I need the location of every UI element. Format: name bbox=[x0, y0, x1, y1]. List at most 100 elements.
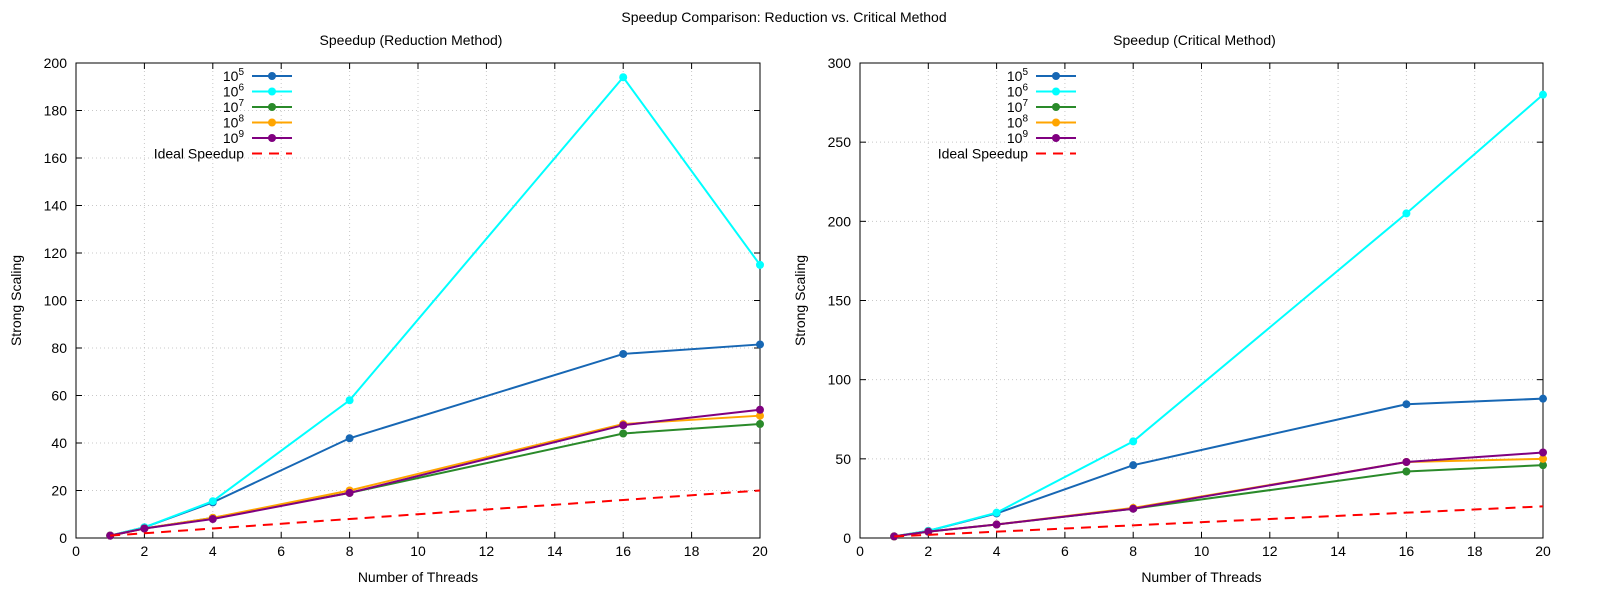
x-tick-label: 4 bbox=[209, 543, 217, 559]
data-point bbox=[1129, 504, 1138, 513]
chart-title: Speedup (Critical Method) bbox=[1113, 32, 1276, 48]
series-10-5 bbox=[890, 394, 1547, 541]
legend-swatch-marker bbox=[268, 118, 276, 127]
y-axis-label: Strong Scaling bbox=[792, 255, 808, 346]
data-point bbox=[924, 527, 933, 536]
y-tick-label: 120 bbox=[44, 245, 68, 261]
x-axis-label: Number of Threads bbox=[1141, 569, 1261, 585]
y-tick-label: 60 bbox=[51, 388, 67, 404]
data-point bbox=[345, 488, 354, 497]
x-tick-label: 18 bbox=[1467, 543, 1483, 559]
legend-swatch-marker bbox=[1052, 87, 1060, 96]
data-point bbox=[1129, 437, 1138, 446]
y-tick-label: 100 bbox=[828, 372, 852, 388]
data-point bbox=[140, 524, 149, 533]
y-tick-label: 0 bbox=[59, 530, 67, 546]
series-10-7 bbox=[890, 461, 1547, 541]
x-tick-label: 8 bbox=[346, 543, 354, 559]
x-tick-label: 16 bbox=[615, 543, 631, 559]
y-tick-label: 250 bbox=[828, 134, 852, 150]
data-point bbox=[756, 420, 764, 428]
y-tick-label: 200 bbox=[44, 55, 68, 71]
x-tick-label: 14 bbox=[1330, 543, 1346, 559]
x-tick-label: 4 bbox=[993, 543, 1001, 559]
legend-label: 107 bbox=[223, 98, 245, 115]
figure-suptitle: Speedup Comparison: Reduction vs. Critic… bbox=[621, 9, 946, 25]
legend-swatch-marker bbox=[1052, 103, 1060, 111]
y-tick-label: 140 bbox=[44, 198, 68, 214]
x-axis-label: Number of Threads bbox=[358, 569, 478, 585]
legend-swatch-marker bbox=[268, 103, 276, 111]
x-tick-label: 20 bbox=[752, 543, 768, 559]
series-line bbox=[894, 505, 1544, 538]
plot-frame bbox=[75, 62, 761, 539]
legend-label: 106 bbox=[223, 83, 245, 100]
legend-label: 105 bbox=[1007, 67, 1029, 84]
legend-swatch-marker bbox=[268, 134, 276, 142]
x-tick-label: 20 bbox=[1535, 543, 1551, 559]
series-line bbox=[109, 408, 761, 537]
x-tick-label: 2 bbox=[141, 543, 149, 559]
data-point bbox=[756, 405, 764, 414]
legend-label: 108 bbox=[223, 114, 245, 131]
y-tick-label: 180 bbox=[44, 103, 68, 119]
data-point bbox=[1539, 394, 1547, 403]
data-point bbox=[208, 497, 217, 506]
y-axis-label: Strong Scaling bbox=[8, 255, 24, 346]
data-point bbox=[1402, 458, 1411, 466]
series-line bbox=[109, 343, 761, 537]
x-tick-label: 14 bbox=[547, 543, 563, 559]
series-10-9 bbox=[106, 405, 764, 540]
data-point bbox=[619, 349, 628, 358]
data-point bbox=[756, 411, 764, 420]
x-tick-label: 0 bbox=[856, 543, 864, 559]
series-ideal-speedup bbox=[110, 489, 761, 537]
legend-swatch-marker bbox=[1052, 134, 1060, 142]
series-10-7 bbox=[106, 420, 764, 540]
legend-label: 109 bbox=[1007, 129, 1029, 146]
x-tick-label: 10 bbox=[1194, 543, 1210, 559]
x-tick-label: 8 bbox=[1129, 543, 1137, 559]
data-point bbox=[619, 421, 628, 430]
data-point bbox=[1402, 467, 1411, 476]
data-point bbox=[1539, 454, 1547, 463]
y-tick-label: 300 bbox=[828, 55, 852, 71]
series-10-9 bbox=[890, 448, 1547, 541]
grid bbox=[76, 63, 760, 538]
series-ideal-speedup bbox=[894, 505, 1544, 538]
legend-label: Ideal Speedup bbox=[938, 146, 1029, 162]
chart-title: Speedup (Reduction Method) bbox=[320, 32, 503, 48]
data-point bbox=[345, 434, 354, 443]
x-tick-label: 16 bbox=[1399, 543, 1415, 559]
series-10-5 bbox=[106, 340, 764, 540]
data-point bbox=[1539, 90, 1547, 99]
data-point bbox=[756, 260, 764, 269]
critical-method-chart: 0 2 4 6 8 10 12 14 16 18 20050100150200250300Speed… bbox=[792, 32, 1551, 585]
legend-label: Ideal Speedup bbox=[154, 146, 245, 162]
x-tick-label: 18 bbox=[684, 543, 700, 559]
y-tick-label: 40 bbox=[51, 435, 67, 451]
legend-label: 108 bbox=[1007, 114, 1029, 131]
data-point bbox=[345, 396, 354, 405]
x-tick-label: 6 bbox=[277, 543, 285, 559]
x-tick-label: 0 bbox=[72, 543, 80, 559]
reduction-method-chart: 0 2 4 6 8 10 12 14 16 18 2002040608010012014016018… bbox=[8, 32, 768, 585]
series-line bbox=[894, 451, 1544, 538]
series-line bbox=[893, 397, 1544, 538]
legend-swatch-marker bbox=[268, 72, 276, 80]
data-point bbox=[1129, 461, 1138, 470]
legend-label: 106 bbox=[1007, 83, 1029, 100]
x-tick-label: 6 bbox=[1061, 543, 1069, 559]
y-tick-label: 0 bbox=[843, 530, 851, 546]
data-point bbox=[619, 429, 628, 438]
x-tick-label: 12 bbox=[1262, 543, 1278, 559]
legend-swatch-marker bbox=[1052, 118, 1060, 127]
legend-label: 109 bbox=[223, 129, 245, 146]
y-tick-label: 150 bbox=[828, 293, 852, 309]
data-point bbox=[619, 73, 628, 82]
data-point bbox=[1539, 448, 1547, 457]
y-tick-label: 200 bbox=[828, 213, 852, 229]
grid bbox=[860, 63, 1543, 538]
